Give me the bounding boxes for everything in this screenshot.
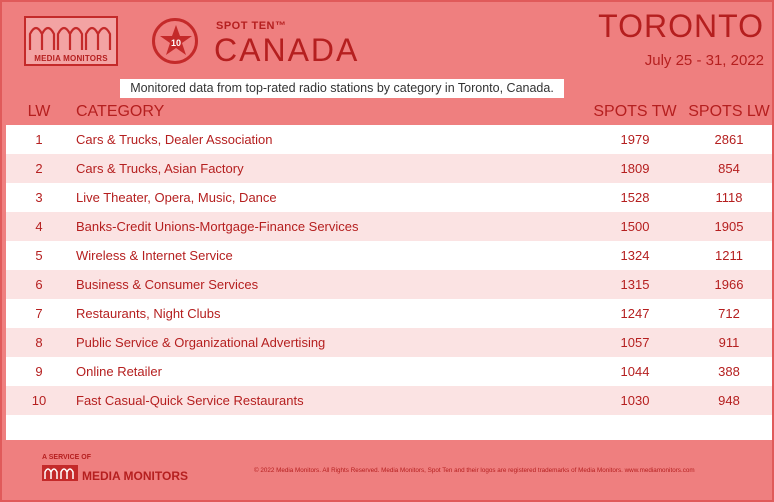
table-row: 6 Business & Consumer Services 1315 1966	[6, 270, 772, 299]
subtitle: Monitored data from top-rated radio stat…	[120, 79, 564, 98]
row-spots-tw: 1044	[620, 364, 650, 379]
row-rank: 3	[35, 190, 43, 205]
row-category: Live Theater, Opera, Music, Dance	[76, 190, 277, 205]
row-spots-lw: 1966	[714, 277, 744, 292]
row-spots-lw: 2861	[714, 132, 744, 147]
row-spots-tw: 1057	[620, 335, 650, 350]
waveform-logo-icon	[28, 26, 112, 50]
row-category: Cars & Trucks, Asian Factory	[76, 161, 244, 176]
header-spots-tw: SPOTS TW	[593, 103, 677, 120]
row-category: Business & Consumer Services	[76, 277, 259, 292]
row-rank: 10	[31, 393, 47, 408]
logo-text: MEDIA MONITORS	[34, 54, 108, 63]
row-spots-lw: 1905	[714, 219, 744, 234]
table-row: 9 Online Retailer 1044 388	[6, 357, 772, 386]
table-row: 5 Wireless & Internet Service 1324 1211	[6, 241, 772, 270]
row-rank: 6	[35, 277, 43, 292]
row-spots-tw: 1324	[620, 248, 650, 263]
row-spots-tw: 1030	[620, 393, 650, 408]
row-category: Public Service & Organizational Advertis…	[76, 335, 326, 350]
row-rank: 5	[35, 248, 43, 263]
row-spots-lw: 1211	[715, 248, 743, 263]
row-category: Wireless & Internet Service	[76, 248, 233, 263]
table-row: 3 Live Theater, Opera, Music, Dance 1528…	[6, 183, 772, 212]
row-spots-tw: 1528	[620, 190, 650, 205]
row-category: Online Retailer	[76, 364, 162, 379]
city-title: TORONTO	[598, 8, 764, 44]
country-title: CANADA	[214, 32, 360, 68]
table-row: 8 Public Service & Organizational Advert…	[6, 328, 772, 357]
row-rank: 2	[35, 161, 43, 176]
table-row: 10 Fast Casual-Quick Service Restaurants…	[6, 386, 772, 415]
row-rank: 4	[35, 219, 43, 234]
table-row: 1 Cars & Trucks, Dealer Association 1979…	[6, 125, 772, 154]
row-rank: 7	[35, 306, 43, 321]
row-spots-lw: 712	[718, 306, 740, 321]
footer-brand: MEDIA MONITORS	[82, 469, 189, 483]
spot-ten-label: SPOT TEN™	[216, 20, 287, 32]
header-lw: LW	[27, 103, 51, 120]
row-spots-lw: 911	[718, 335, 740, 350]
row-rank: 1	[35, 132, 43, 147]
row-rank: 8	[35, 335, 43, 350]
row-spots-tw: 1500	[620, 219, 650, 234]
table-header: LW CATEGORY SPOTS TW SPOTS LW	[6, 98, 772, 125]
table-row: 2 Cars & Trucks, Asian Factory 1809 854	[6, 154, 772, 183]
row-spots-tw: 1979	[620, 132, 650, 147]
row-category: Fast Casual-Quick Service Restaurants	[76, 393, 304, 408]
row-spots-lw: 1118	[715, 190, 743, 205]
row-rank: 9	[35, 364, 43, 379]
service-of-label: A SERVICE OF	[42, 454, 92, 461]
row-spots-tw: 1315	[620, 277, 650, 292]
table-body: 1 Cars & Trucks, Dealer Association 1979…	[6, 125, 772, 415]
row-category: Restaurants, Night Clubs	[76, 306, 221, 321]
row-category: Banks-Credit Unions-Mortgage-Finance Ser…	[76, 219, 359, 234]
table-footer-space	[6, 415, 772, 440]
row-spots-tw: 1809	[620, 161, 650, 176]
header-spots-lw: SPOTS LW	[688, 103, 770, 120]
copyright-text: © 2022 Media Monitors. All Rights Reserv…	[254, 467, 695, 474]
date-range: July 25 - 31, 2022	[644, 52, 764, 69]
row-spots-lw: 388	[718, 364, 740, 379]
media-monitors-logo: MEDIA MONITORS	[24, 16, 118, 66]
row-spots-lw: 948	[718, 393, 740, 408]
header-category: CATEGORY	[76, 103, 165, 120]
badge-number: 10	[171, 38, 181, 48]
spot-ten-badge: 10	[152, 18, 198, 64]
footer-logo-icon	[42, 465, 78, 481]
table-row: 7 Restaurants, Night Clubs 1247 712	[6, 299, 772, 328]
row-category: Cars & Trucks, Dealer Association	[76, 132, 273, 147]
table-row: 4 Banks-Credit Unions-Mortgage-Finance S…	[6, 212, 772, 241]
row-spots-lw: 854	[718, 161, 740, 176]
row-spots-tw: 1247	[620, 306, 650, 321]
star-badge-icon: 10	[160, 25, 192, 55]
